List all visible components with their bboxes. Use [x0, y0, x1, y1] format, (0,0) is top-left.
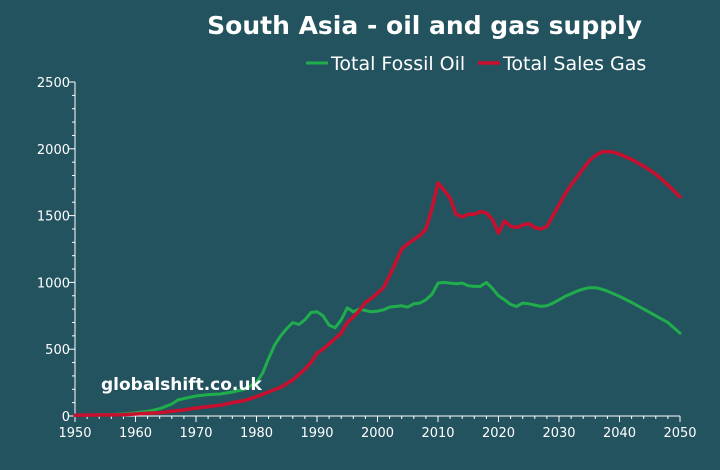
x-tick-label: 1980	[240, 426, 273, 441]
y-tick-label: 500	[45, 343, 70, 358]
x-tick-label: 2020	[482, 426, 515, 441]
legend-label-gas: Total Sales Gas	[502, 53, 646, 75]
series-line-total-fossil-oil	[73, 280, 682, 417]
y-tick-label: 2500	[37, 76, 70, 91]
y-tick-label: 1500	[37, 210, 70, 225]
x-tick-label: 1990	[300, 426, 333, 441]
legend-label-oil: Total Fossil Oil	[330, 53, 465, 75]
x-tick-label: 2000	[361, 426, 394, 441]
x-tick-label: 1950	[58, 426, 91, 441]
x-tick-label: 2040	[603, 426, 636, 441]
axes: 0 500 1000 1500 2000 2500 1950 1960 1970 1980 1990…	[37, 76, 697, 441]
y-tick-label: 1000	[37, 276, 70, 291]
x-tick-label: 1960	[119, 426, 152, 441]
legend: Total Fossil Oil Total Sales Gas	[306, 53, 646, 75]
watermark: globalshift.co.uk	[101, 375, 262, 395]
y-tick-label: 0	[62, 410, 70, 425]
x-tick-label: 2010	[421, 426, 454, 441]
series-line-total-sales-gas	[73, 149, 682, 418]
x-tick-label: 2030	[542, 426, 575, 441]
x-tick-label: 2050	[663, 426, 696, 441]
y-tick-label: 2000	[37, 143, 70, 158]
x-tick-label: 1970	[179, 426, 212, 441]
chart-title: South Asia - oil and gas supply	[207, 11, 642, 40]
series-layer	[73, 149, 682, 418]
